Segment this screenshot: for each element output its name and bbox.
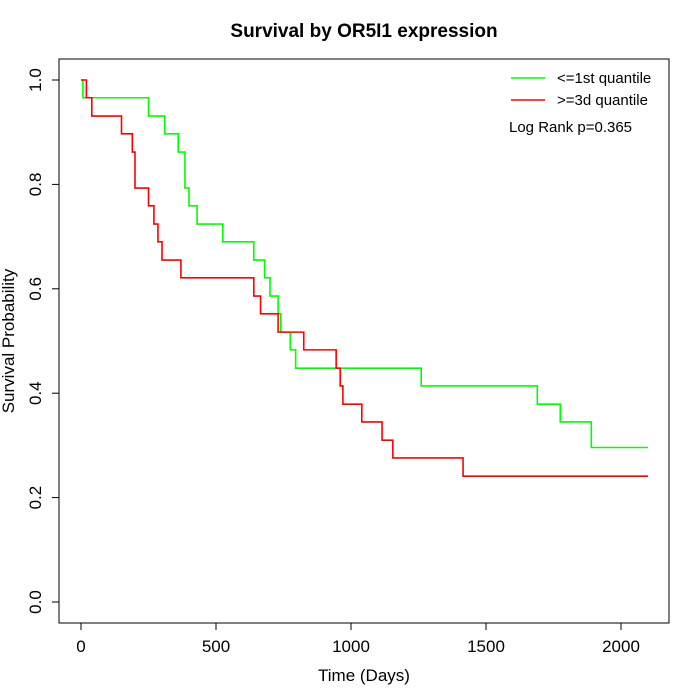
x-axis: 0 500 1000 1500 2000 [76, 622, 640, 656]
legend-label-1: <=1st quantile [557, 70, 651, 87]
legend-label-2: >=3d quantile [557, 92, 648, 109]
y-tick-label: 0.6 [26, 277, 45, 301]
series-line-1 [81, 79, 648, 449]
log-rank-annotation: Log Rank p=0.365 [509, 119, 632, 136]
y-tick-label: 0.2 [26, 486, 45, 510]
x-tick-label: 500 [202, 637, 230, 656]
series-line-2 [81, 79, 648, 477]
series-layer [81, 79, 648, 477]
y-tick-label: 0.4 [26, 381, 45, 405]
x-tick-label: 1000 [332, 637, 370, 656]
x-tick-label: 2000 [602, 637, 640, 656]
x-tick-label: 0 [76, 637, 85, 656]
y-tick-label: 0.0 [26, 590, 45, 614]
y-axis-label: Survival Probability [0, 268, 18, 413]
x-tick-label: 1500 [467, 637, 505, 656]
chart-title: Survival by OR5I1 expression [230, 21, 497, 42]
y-tick-label: 1.0 [26, 68, 45, 92]
legend: <=1st quantile >=3d quantile [511, 70, 651, 109]
x-axis-label: Time (Days) [318, 666, 410, 685]
y-tick-label: 0.8 [26, 173, 45, 197]
y-axis: 0.0 0.2 0.4 0.6 0.8 1.0 [26, 68, 60, 614]
